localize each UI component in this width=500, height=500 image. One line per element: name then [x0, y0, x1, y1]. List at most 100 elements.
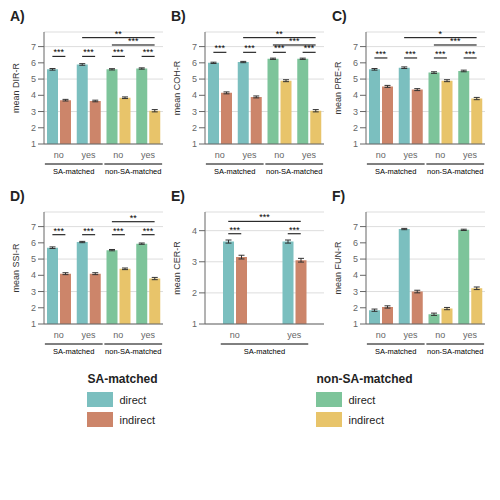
svg-text:4: 4 [31, 90, 36, 100]
svg-text:4: 4 [192, 226, 197, 236]
svg-text:5: 5 [31, 74, 36, 84]
svg-text:yes: yes [404, 150, 419, 160]
svg-text:4: 4 [353, 270, 358, 280]
svg-text:yes: yes [141, 150, 156, 160]
svg-text:no: no [113, 150, 123, 160]
svg-text:3: 3 [353, 287, 358, 297]
svg-text:***: *** [143, 226, 154, 236]
svg-text:***: *** [143, 47, 154, 57]
svg-text:***: *** [244, 43, 255, 53]
svg-text:**: ** [276, 29, 284, 39]
svg-text:yes: yes [463, 330, 478, 340]
svg-text:***: *** [83, 226, 94, 236]
svg-text:mean DIR-R: mean DIR-R [11, 62, 21, 113]
svg-text:yes: yes [141, 330, 156, 340]
svg-text:no: no [376, 330, 386, 340]
svg-text:***: *** [405, 49, 416, 59]
svg-text:4: 4 [353, 90, 358, 100]
svg-text:3: 3 [192, 257, 197, 267]
svg-text:2: 2 [353, 123, 358, 133]
svg-text:mean SSI-R: mean SSI-R [11, 243, 21, 293]
svg-text:mean PRE-R: mean PRE-R [333, 61, 343, 115]
svg-text:***: *** [229, 225, 240, 235]
svg-text:2: 2 [31, 123, 36, 133]
svg-text:1: 1 [31, 319, 36, 329]
svg-text:4: 4 [192, 90, 197, 100]
svg-text:SA-matched: SA-matched [375, 167, 416, 176]
svg-text:5: 5 [353, 254, 358, 264]
svg-text:1: 1 [353, 139, 358, 149]
svg-text:yes: yes [404, 330, 419, 340]
svg-text:SA-matched: SA-matched [53, 347, 94, 356]
svg-text:SA-matched: SA-matched [375, 347, 416, 356]
svg-text:SA-matched: SA-matched [53, 167, 94, 176]
svg-text:mean COH-R: mean COH-R [172, 60, 182, 115]
svg-text:***: *** [54, 226, 65, 236]
svg-text:no: no [376, 150, 386, 160]
svg-text:6: 6 [353, 238, 358, 248]
svg-text:5: 5 [353, 74, 358, 84]
svg-text:yes: yes [287, 330, 302, 340]
svg-text:7: 7 [31, 42, 36, 52]
svg-text:5: 5 [192, 74, 197, 84]
svg-text:3: 3 [31, 287, 36, 297]
svg-text:6: 6 [353, 58, 358, 68]
svg-text:no: no [274, 150, 284, 160]
svg-text:mean CER-R: mean CER-R [172, 241, 182, 295]
svg-text:yes: yes [82, 150, 97, 160]
svg-text:***: *** [435, 49, 446, 59]
svg-text:7: 7 [353, 42, 358, 52]
svg-text:**: ** [130, 213, 138, 223]
svg-text:no: no [435, 330, 445, 340]
svg-text:no: no [113, 330, 123, 340]
svg-text:***: *** [83, 47, 94, 57]
svg-text:*: * [439, 29, 443, 39]
svg-text:1: 1 [353, 319, 358, 329]
svg-text:1: 1 [192, 319, 197, 329]
svg-text:non-SA-matched: non-SA-matched [105, 167, 161, 176]
svg-text:7: 7 [353, 222, 358, 232]
svg-text:3: 3 [192, 107, 197, 117]
svg-text:1: 1 [192, 139, 197, 149]
svg-text:1: 1 [31, 139, 36, 149]
svg-text:6: 6 [31, 58, 36, 68]
svg-text:SA-matched: SA-matched [244, 347, 285, 356]
svg-text:***: *** [289, 36, 300, 46]
svg-text:non-SA-matched: non-SA-matched [105, 347, 161, 356]
svg-text:***: *** [113, 47, 124, 57]
svg-text:no: no [230, 330, 240, 340]
svg-text:2: 2 [353, 303, 358, 313]
svg-text:mean FUN-R: mean FUN-R [333, 241, 343, 295]
svg-text:yes: yes [82, 330, 97, 340]
svg-text:***: *** [289, 225, 300, 235]
svg-text:no: no [215, 150, 225, 160]
svg-text:***: *** [54, 47, 65, 57]
svg-text:4: 4 [31, 270, 36, 280]
svg-text:7: 7 [31, 222, 36, 232]
svg-text:6: 6 [192, 58, 197, 68]
svg-text:non-SA-matched: non-SA-matched [266, 167, 322, 176]
svg-text:7: 7 [192, 42, 197, 52]
svg-text:**: ** [115, 29, 123, 39]
svg-text:no: no [435, 150, 445, 160]
svg-text:non-SA-matched: non-SA-matched [427, 167, 483, 176]
svg-text:non-SA-matched: non-SA-matched [427, 347, 483, 356]
svg-text:***: *** [259, 212, 270, 222]
svg-text:no: no [54, 150, 64, 160]
svg-text:2: 2 [192, 288, 197, 298]
svg-text:***: *** [376, 49, 387, 59]
svg-text:***: *** [215, 43, 226, 53]
svg-text:5: 5 [31, 254, 36, 264]
svg-text:***: *** [128, 36, 139, 46]
svg-text:no: no [54, 330, 64, 340]
svg-text:yes: yes [243, 150, 258, 160]
svg-text:***: *** [450, 36, 461, 46]
svg-text:3: 3 [31, 107, 36, 117]
svg-text:***: *** [113, 226, 124, 236]
svg-text:6: 6 [31, 238, 36, 248]
svg-text:SA-matched: SA-matched [214, 167, 255, 176]
svg-text:yes: yes [463, 150, 478, 160]
svg-text:***: *** [465, 49, 476, 59]
svg-text:yes: yes [302, 150, 317, 160]
svg-text:3: 3 [353, 107, 358, 117]
